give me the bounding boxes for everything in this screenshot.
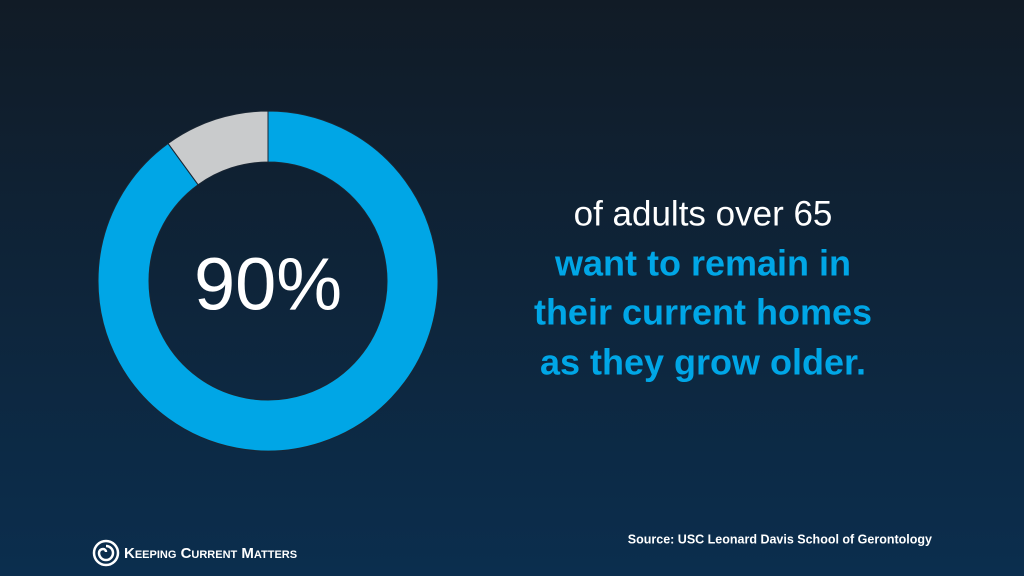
logo-swirl	[97, 544, 115, 562]
statement-highlight: as they grow older.	[540, 342, 866, 383]
donut-segment	[167, 110, 269, 186]
logo-ring	[92, 539, 120, 567]
brand-logo: Keeping Current Matters	[92, 539, 297, 567]
statement-lead: of adults over 65	[574, 194, 833, 233]
statement-highlight: want to remain in	[554, 243, 851, 284]
donut-segment	[97, 110, 439, 452]
brand-name: Keeping Current Matters	[124, 545, 297, 562]
center-label: 90%	[194, 243, 342, 326]
donut-chart	[97, 110, 439, 452]
statement-highlight: their current homes	[534, 292, 872, 333]
source: Source: USC Leonard Davis School of Gero…	[628, 532, 932, 546]
